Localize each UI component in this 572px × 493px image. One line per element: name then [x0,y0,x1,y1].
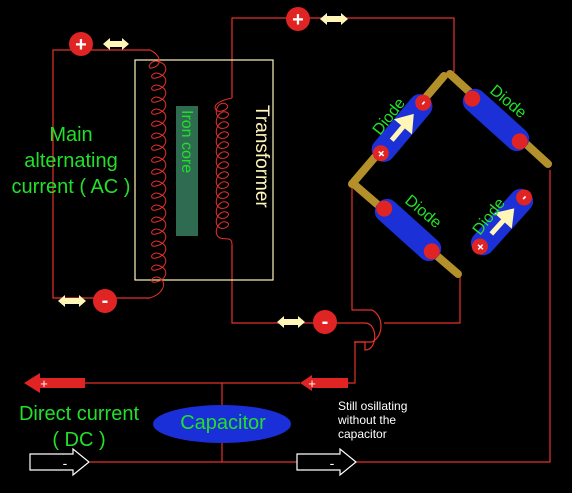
secondary-ac-arrow-top [320,13,348,25]
note-line1: Still osillating [338,399,408,413]
secondary-top-wire [231,17,455,98]
bridge-bottom-wire [384,275,461,324]
dc-plus-arrow-left: + [24,373,85,393]
bridge-rectifier: + - + - Diode Diode Diode Diode [348,70,552,278]
diode-bottom-right: + - [470,188,534,256]
ac-label-line2: alternating [24,150,118,172]
svg-text:+: + [40,376,48,391]
svg-text:+: + [308,376,316,391]
primary-plus-marker: + [69,32,93,56]
dc-label-line1: Direct current [18,403,140,425]
note-line3: capacitor [338,427,387,441]
secondary-bottom-wire [231,245,376,351]
svg-text:-: - [330,455,335,471]
dc-minus-arrow-right: - [296,447,357,477]
capacitor [153,405,291,443]
dc-plus-arrow-right: + [300,375,348,391]
bridge-left-to-out-wire [340,184,382,384]
transformer-label: Transformer [251,105,272,208]
dc-minus-arrow-left: - [29,447,90,477]
diode-top-left: + - [371,94,433,162]
ac-label: Main alternating current ( AC ) [6,122,136,200]
oscillation-note: Still osillating without the capacitor [338,399,458,441]
dc-minus-wire [90,170,551,463]
diode-top-right [462,88,530,152]
secondary-minus-marker: - [313,310,337,334]
capacitor-label: Capacitor [180,412,266,434]
diode-bottom-left [374,198,442,262]
primary-minus-marker: - [93,289,117,313]
secondary-ac-arrow-bottom [277,316,305,328]
svg-text:+: + [292,9,304,31]
iron-core-label: Iron core [178,110,195,173]
iron-core [176,106,198,236]
ac-label-line1: Main [49,124,93,146]
transformer-frame [134,59,274,281]
dc-label: Direct current ( DC ) [4,401,154,453]
primary-ac-arrow-bottom [58,295,86,307]
primary-ac-arrow [103,38,129,50]
svg-text:+: + [75,34,87,56]
svg-text:-: - [322,311,329,333]
primary-coil [148,49,167,299]
dc-label-line2: ( DC ) [52,429,106,451]
svg-text:-: - [102,290,109,312]
secondary-plus-marker: + [286,7,310,31]
ac-label-line3: current ( AC ) [11,176,131,198]
note-line2: without the [338,413,397,427]
svg-text:-: - [63,455,68,471]
secondary-coil [214,97,233,246]
